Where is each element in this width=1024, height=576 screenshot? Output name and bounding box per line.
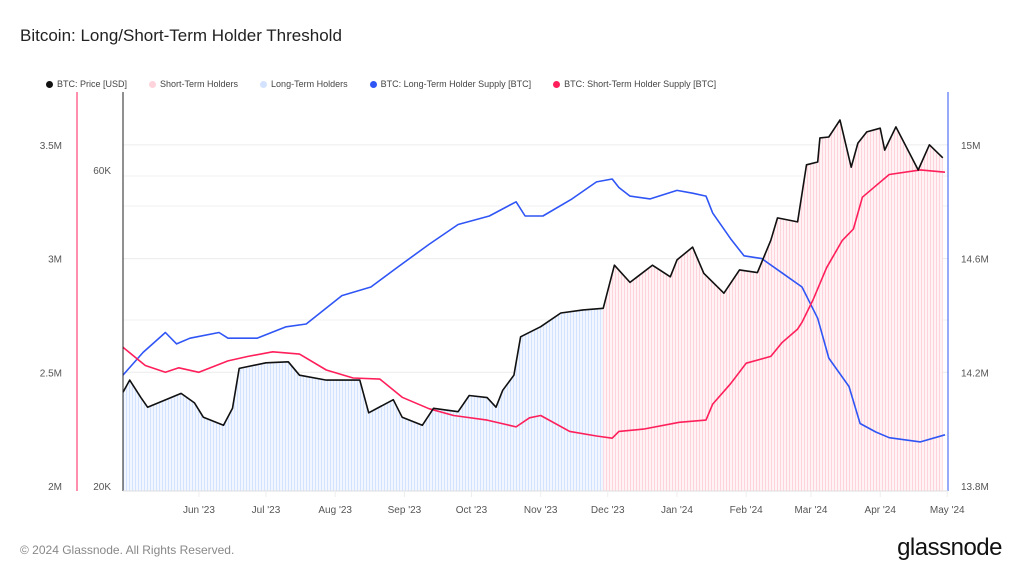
legend-item-price[interactable]: BTC: Price [USD] xyxy=(46,79,127,89)
legend-dot xyxy=(369,80,377,88)
axes: 2M 2.5M 3M 3.5M 20K 60K 13.8M 14.2M 14.6M 15M Jun … xyxy=(40,92,989,516)
x-tick-label: Sep '23 xyxy=(388,505,422,516)
copyright: © 2024 Glassnode. All Rights Reserved. xyxy=(20,543,235,557)
legend-item-sth-supply[interactable]: BTC: Short-Term Holder Supply [BTC] xyxy=(553,79,716,89)
chart-title: Bitcoin: Long/Short-Term Holder Threshol… xyxy=(20,26,342,45)
legend-label: Short-Term Holders xyxy=(160,79,239,89)
legend-item-short-term-holders[interactable]: Short-Term Holders xyxy=(149,79,238,89)
legend-label: BTC: Price [USD] xyxy=(57,79,128,89)
lth-supply-line xyxy=(122,178,946,443)
legend-dot xyxy=(553,80,561,88)
y-tick-label-sth: 3M xyxy=(48,255,62,266)
series-lines xyxy=(122,119,946,443)
y-tick-label-sth: 2.5M xyxy=(40,368,62,379)
y-tick-label-lth: 14.2M xyxy=(961,368,989,379)
legend-dot xyxy=(46,80,53,88)
legend-item-long-term-holders[interactable]: Long-Term Holders xyxy=(260,79,348,89)
x-tick-label: Apr '24 xyxy=(865,505,897,516)
legend-dot xyxy=(260,80,268,88)
x-tick-label: Aug '23 xyxy=(318,505,352,516)
y-tick-label-lth: 14.6M xyxy=(961,255,989,266)
y-tick-label-lth: 13.8M xyxy=(961,482,989,493)
x-tick-label: Oct '23 xyxy=(456,505,488,516)
y-tick-label-sth: 2M xyxy=(48,482,62,493)
x-tick-label: Feb '24 xyxy=(730,505,763,516)
legend: BTC: Price [USD] Short-Term Holders Long… xyxy=(46,79,738,89)
x-tick-label: Dec '23 xyxy=(591,505,625,516)
legend-label: BTC: Short-Term Holder Supply [BTC] xyxy=(564,79,717,89)
y-tick-label-price: 20K xyxy=(93,482,111,493)
legend-label: Long-Term Holders xyxy=(271,79,348,89)
sth-supply-line xyxy=(122,169,946,439)
y-tick-label-sth: 3.5M xyxy=(40,141,62,152)
x-tick-label: Mar '24 xyxy=(794,505,827,516)
legend-dot xyxy=(149,80,157,88)
x-tick-label: Jan '24 xyxy=(661,505,693,516)
y-tick-label-price: 60K xyxy=(93,166,111,177)
legend-item-lth-supply[interactable]: BTC: Long-Term Holder Supply [BTC] xyxy=(369,79,532,89)
x-tick-label: Jul '23 xyxy=(252,505,281,516)
y-tick-label-lth: 15M xyxy=(961,141,980,152)
legend-label: BTC: Long-Term Holder Supply [BTC] xyxy=(380,79,532,89)
glassnode-logo: glassnode xyxy=(897,534,1002,561)
long-term-holders-region xyxy=(123,308,604,491)
x-tick-label: Jun '23 xyxy=(183,505,215,516)
x-tick-label: May '24 xyxy=(930,505,965,516)
x-tick-label: Nov '23 xyxy=(524,505,558,516)
